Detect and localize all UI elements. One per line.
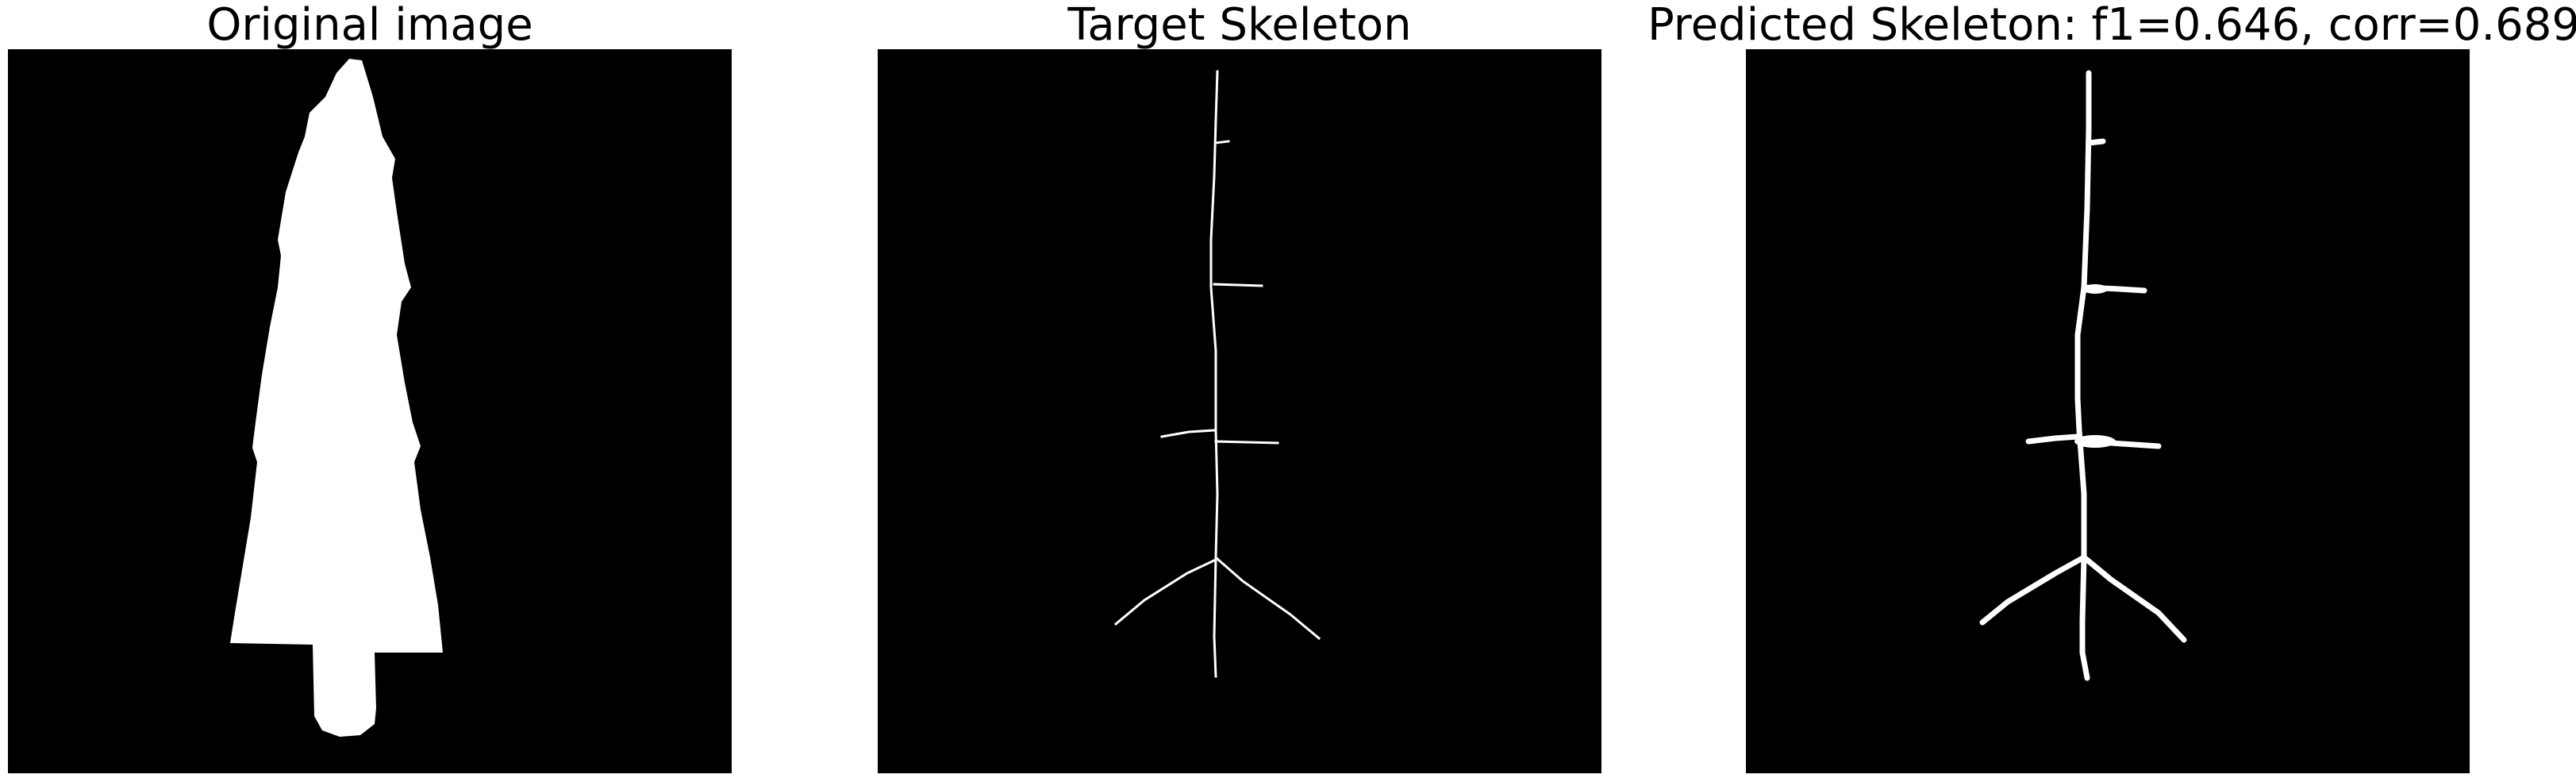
skeleton-trunk — [1209, 70, 1219, 678]
skeleton-branch-lower-right — [1215, 557, 1321, 641]
skeleton-branch-lower-left — [1979, 554, 2087, 626]
panel-title-predicted: Predicted Skeleton: f1=0.646, corr=0.689 — [1647, 0, 2576, 51]
panel-title-original: Original image — [206, 0, 533, 51]
predicted-skeleton-panel — [1746, 49, 2470, 773]
skeleton-branch-middle-left — [2025, 433, 2081, 445]
skeleton-branch-lower-right — [2081, 554, 2187, 643]
skeleton-branch-upper-right — [1213, 283, 1263, 287]
target-skeleton — [1113, 70, 1321, 678]
tree-silhouette — [230, 59, 443, 737]
target-skeleton-panel — [878, 49, 1601, 773]
skeleton-branch-lower-left — [1113, 557, 1219, 626]
predicted-skeleton — [1979, 70, 2187, 681]
panel-title-target: Target Skeleton — [1067, 0, 1412, 51]
skeleton-branch-middle-left — [1160, 429, 1216, 438]
original-image-panel — [8, 49, 732, 773]
skeleton-trunk — [2074, 70, 2092, 681]
silhouette-shape — [230, 59, 443, 737]
skeleton-branch-middle-right — [1214, 440, 1279, 445]
skeleton-junction-blob-upper — [2082, 284, 2108, 294]
skeleton-branch-top — [2086, 138, 2106, 146]
skeleton-branch-top — [1214, 140, 1230, 144]
skeleton-junction-blob — [2074, 435, 2116, 448]
